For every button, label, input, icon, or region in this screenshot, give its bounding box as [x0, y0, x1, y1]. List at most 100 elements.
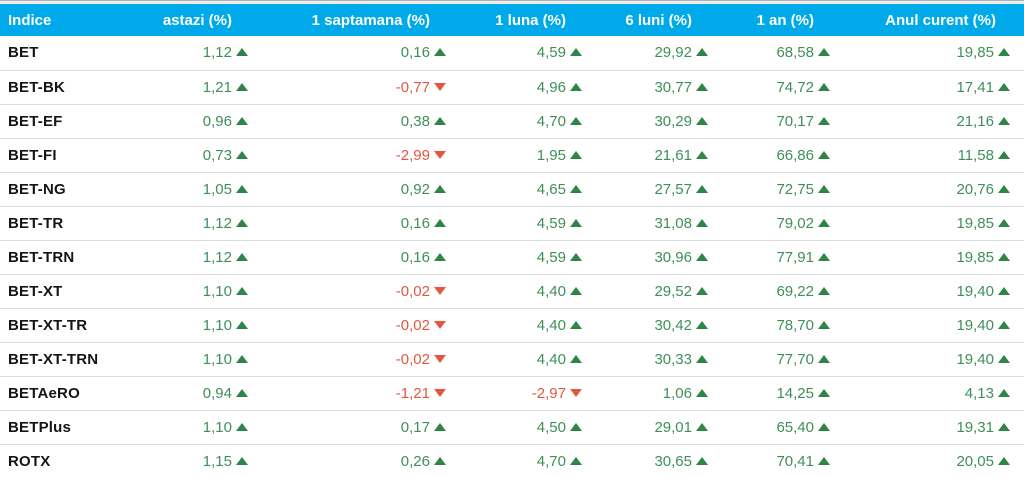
up-arrow-icon	[998, 456, 1010, 465]
percent-value: 19,40	[956, 316, 994, 334]
up-arrow-icon	[818, 150, 830, 159]
percent-value: 0,96	[202, 112, 232, 130]
up-arrow-icon	[696, 456, 708, 465]
value-cell-luna: 4,59	[446, 240, 582, 275]
index-name-betplus[interactable]: BETPlus	[0, 410, 148, 445]
up-arrow-icon	[998, 116, 1010, 125]
table-header: Indice astazi (%) 1 saptamana (%) 1 luna (%…	[0, 4, 1024, 36]
value-cell-saptamana: 0,16	[248, 36, 446, 71]
index-name-bet-fi[interactable]: BET-FI	[0, 138, 148, 173]
value-cell-luna: 4,70	[446, 104, 582, 139]
percent-value: 30,65	[654, 452, 692, 470]
percent-value: 0,94	[202, 384, 232, 402]
value-cell-luni6: 1,06	[582, 376, 708, 411]
up-arrow-icon	[998, 48, 1010, 57]
up-arrow-icon	[818, 252, 830, 261]
up-arrow-icon	[236, 150, 248, 159]
up-arrow-icon	[998, 252, 1010, 261]
index-name-bet[interactable]: BET	[0, 36, 148, 71]
value-cell-anul-curent: 19,85	[830, 240, 1024, 275]
down-arrow-icon	[434, 354, 446, 363]
percent-value: 20,76	[956, 180, 994, 198]
value-cell-luna: 4,59	[446, 36, 582, 71]
percent-value: 74,72	[776, 78, 814, 96]
value-cell-anul-curent: 19,40	[830, 274, 1024, 309]
index-name-bet-ng[interactable]: BET-NG	[0, 172, 148, 207]
value-cell-saptamana: 0,17	[248, 410, 446, 445]
percent-value: 4,40	[536, 316, 566, 334]
percent-value: -0,02	[395, 350, 430, 368]
value-cell-luna: 4,96	[446, 70, 582, 105]
up-arrow-icon	[570, 184, 582, 193]
column-header-saptamana: 1 saptamana (%)	[248, 4, 446, 36]
index-name-bet-xt-tr[interactable]: BET-XT-TR	[0, 308, 148, 343]
up-arrow-icon	[434, 456, 446, 465]
index-name-betaero[interactable]: BETAeRO	[0, 376, 148, 411]
value-cell-astazi: 1,10	[148, 308, 248, 343]
percent-value: 79,02	[776, 214, 814, 232]
percent-value: -2,99	[395, 146, 430, 164]
up-arrow-icon	[696, 184, 708, 193]
percent-value: -1,21	[395, 384, 430, 402]
value-cell-luni6: 30,96	[582, 240, 708, 275]
up-arrow-icon	[696, 82, 708, 91]
up-arrow-icon	[236, 354, 248, 363]
percent-value: 30,42	[654, 316, 692, 334]
up-arrow-icon	[236, 184, 248, 193]
value-cell-astazi: 1,10	[148, 342, 248, 377]
up-arrow-icon	[236, 116, 248, 125]
percent-value: -0,02	[395, 282, 430, 300]
percent-value: 77,91	[776, 248, 814, 266]
down-arrow-icon	[434, 388, 446, 397]
percent-value: 1,95	[536, 146, 566, 164]
index-name-bet-trn[interactable]: BET-TRN	[0, 240, 148, 275]
up-arrow-icon	[998, 320, 1010, 329]
table-row: BETPlus 1,10 0,17 4,50 29,01 65,40 19,31	[0, 410, 1024, 445]
value-cell-anul-curent: 20,76	[830, 172, 1024, 207]
value-cell-luna: 4,40	[446, 274, 582, 309]
index-name-bet-xt-trn[interactable]: BET-XT-TRN	[0, 342, 148, 377]
value-cell-saptamana: 0,26	[248, 444, 446, 478]
index-name-rotx[interactable]: ROTX	[0, 444, 148, 478]
up-arrow-icon	[570, 320, 582, 329]
up-arrow-icon	[998, 82, 1010, 91]
percent-value: 4,50	[536, 418, 566, 436]
up-arrow-icon	[236, 320, 248, 329]
value-cell-astazi: 1,21	[148, 70, 248, 105]
value-cell-anul-curent: 19,85	[830, 206, 1024, 241]
percent-value: 1,10	[202, 350, 232, 368]
up-arrow-icon	[998, 388, 1010, 397]
value-cell-luni6: 30,29	[582, 104, 708, 139]
value-cell-saptamana: -2,99	[248, 138, 446, 173]
up-arrow-icon	[696, 218, 708, 227]
percent-value: 69,22	[776, 282, 814, 300]
index-name-bet-xt[interactable]: BET-XT	[0, 274, 148, 309]
value-cell-an1: 69,22	[708, 274, 830, 309]
index-name-bet-bk[interactable]: BET-BK	[0, 70, 148, 105]
percent-value: 30,33	[654, 350, 692, 368]
up-arrow-icon	[998, 184, 1010, 193]
index-name-bet-ef[interactable]: BET-EF	[0, 104, 148, 139]
column-header-anul-curent: Anul curent (%)	[830, 4, 1024, 36]
table-row: BET-XT-TR 1,10 -0,02 4,40 30,42 78,70 19,40	[0, 308, 1024, 343]
table-body: BET 1,12 0,16 4,59 29,92 68,58 19,85 BET-BK 1,21…	[0, 36, 1024, 478]
up-arrow-icon	[570, 82, 582, 91]
percent-value: 70,41	[776, 452, 814, 470]
percent-value: 20,05	[956, 452, 994, 470]
percent-value: 0,16	[400, 214, 430, 232]
percent-value: 14,25	[776, 384, 814, 402]
value-cell-an1: 70,17	[708, 104, 830, 139]
value-cell-luna: 4,65	[446, 172, 582, 207]
percent-value: 0,92	[400, 180, 430, 198]
value-cell-an1: 74,72	[708, 70, 830, 105]
down-arrow-icon	[570, 388, 582, 397]
percent-value: 78,70	[776, 316, 814, 334]
percent-value: 68,58	[776, 44, 814, 62]
up-arrow-icon	[434, 116, 446, 125]
percent-value: 1,06	[662, 384, 692, 402]
table-row: BET-EF 0,96 0,38 4,70 30,29 70,17 21,16	[0, 104, 1024, 139]
table-row: BET-XT 1,10 -0,02 4,40 29,52 69,22 19,40	[0, 274, 1024, 309]
up-arrow-icon	[570, 218, 582, 227]
up-arrow-icon	[570, 456, 582, 465]
index-name-bet-tr[interactable]: BET-TR	[0, 206, 148, 241]
